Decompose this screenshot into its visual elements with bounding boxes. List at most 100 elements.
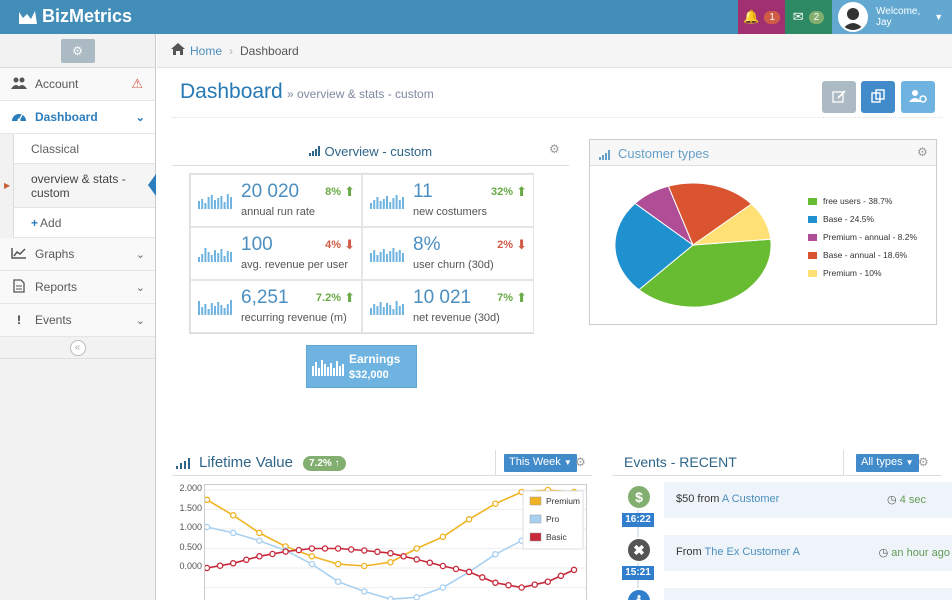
series-point[interactable] [544,578,552,585]
sidebar-item-events[interactable]: ! Events ⌄ [0,304,155,337]
series-point[interactable] [531,581,538,588]
series-point[interactable] [203,523,211,531]
series-point[interactable] [452,565,460,573]
user-settings-button[interactable] [901,81,935,113]
series-point[interactable] [334,545,342,552]
series-point[interactable] [465,516,473,523]
event-customer-link[interactable]: The Ex Customer A [704,546,800,558]
pie-slice[interactable] [691,203,772,246]
events-filter-dropdown[interactable]: All types ▼ [856,454,919,472]
series-point[interactable] [465,568,473,576]
series-point[interactable] [518,584,525,591]
messages-button[interactable]: ✉ 2 [785,0,832,34]
breadcrumb-home-link[interactable]: Home [190,43,223,58]
series-point[interactable] [308,545,316,552]
brand[interactable]: BizMetrics [18,6,132,27]
sidebar-subitem-add[interactable]: + Add [13,208,155,238]
pie-slice[interactable] [667,182,753,246]
legend-label: Pro [546,514,560,524]
event-item[interactable] [664,588,952,600]
series-point[interactable] [308,553,316,560]
series-point[interactable] [216,562,224,569]
series-point[interactable] [492,500,499,507]
series-point[interactable] [361,562,368,570]
series-point[interactable] [439,584,447,591]
series-point[interactable] [361,547,368,554]
series-point[interactable] [203,496,211,504]
legend-swatch [529,532,542,542]
lifetime-settings-icon[interactable]: ⚙ [575,455,586,469]
y-tick-label: 0.000 [179,561,202,571]
series-point[interactable] [321,545,329,552]
user-menu[interactable]: Welcome, Jay ▼ [832,0,952,34]
series-point[interactable] [229,512,237,519]
series-point[interactable] [413,594,420,600]
series-point[interactable] [256,529,263,537]
sidebar-item-dashboard[interactable]: Dashboard ⌄ [0,101,155,134]
series-point[interactable] [557,572,565,580]
series-point[interactable] [492,551,499,558]
event-ago: 4 sec [899,494,926,506]
lifetime-divider [495,450,496,476]
legend-swatch [529,514,542,524]
earnings-box[interactable]: Earnings $32,000 [306,345,417,388]
event-customer-link[interactable]: A Customer [721,493,780,505]
stat-card: 10 021 net revenue (30d) 7% ⬆ [362,280,534,333]
series-point[interactable] [413,545,420,552]
series-point[interactable] [570,566,578,574]
series-point[interactable] [387,558,394,566]
collapse-sidebar-button[interactable]: « [69,339,86,356]
series-point[interactable] [361,588,368,595]
series-point[interactable] [295,546,303,554]
series-point[interactable] [387,595,394,600]
series-point[interactable] [347,546,355,553]
edit-button[interactable] [822,81,856,113]
events-title: Events - RECENT [624,454,737,470]
series-point[interactable] [269,550,276,558]
series-point[interactable] [400,553,407,560]
series-point[interactable] [308,560,316,568]
sidebar-subitem-classical[interactable]: Classical [13,134,155,164]
event-item[interactable]: From The Ex Customer A ◷ an hour ago [664,535,952,571]
brand-name: BizMetrics [42,6,133,26]
customer-types-settings-icon[interactable]: ⚙ [917,145,928,159]
notifications-button[interactable]: 🔔 1 [738,0,785,34]
stat-percent: 4% [325,239,341,251]
lifetime-chart: Premium Pro Basic [203,484,587,600]
series-point[interactable] [243,556,250,564]
avatar [838,2,868,32]
series-point[interactable] [256,537,263,544]
series-point[interactable] [256,553,263,560]
series-point[interactable] [203,564,211,572]
series-point[interactable] [479,574,486,581]
lifetime-range-dropdown[interactable]: This Week ▼ [504,454,577,472]
events-settings-icon[interactable]: ⚙ [918,455,929,469]
arrow-up-icon: ⬆ [344,184,355,199]
event-time: 16:22 [622,513,654,527]
events-title-bar: Events - RECENT All types ▼ ⚙ [612,450,942,476]
series-point[interactable] [229,529,237,537]
shortcuts-button[interactable]: ⚙ [60,38,95,63]
sidebar-item-account[interactable]: Account ⚠ [0,68,155,101]
series-point[interactable] [505,581,512,589]
series-point[interactable] [282,548,289,555]
pie-slice[interactable] [638,238,772,308]
pie-slice[interactable] [614,202,694,291]
overview-settings-icon[interactable]: ⚙ [549,142,560,156]
copy-button[interactable] [861,81,895,113]
series-point[interactable] [413,556,420,563]
series-point[interactable] [334,578,342,585]
series-point[interactable] [426,559,434,566]
series-point[interactable] [439,562,447,570]
sidebar-item-graphs[interactable]: Graphs ⌄ [0,238,155,271]
event-item[interactable]: $50 from A Customer ◷ 4 sec [664,482,952,518]
sidebar-item-reports[interactable]: Reports ⌄ [0,271,155,304]
series-point[interactable] [492,579,499,587]
series-point[interactable] [374,548,381,556]
sidebar-subitem-overview[interactable]: ▶ overview & stats - custom [4,164,156,208]
series-point[interactable] [387,549,394,557]
series-point[interactable] [439,533,447,541]
legend-item: Premium - annual - 8.2% [808,228,917,246]
series-point[interactable] [334,560,342,568]
series-point[interactable] [229,560,237,567]
